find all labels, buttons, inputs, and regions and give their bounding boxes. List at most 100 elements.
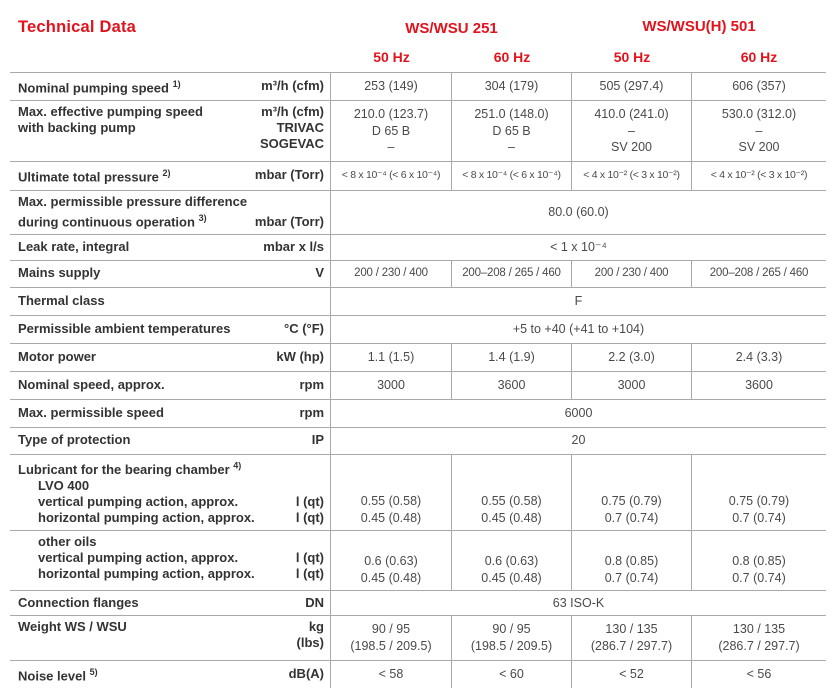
row-label: Type of protection: [18, 432, 131, 448]
cell-value-span: 20: [330, 427, 826, 454]
cell-value: 505 (297.4): [571, 73, 691, 101]
cell-value: < 8 x 10⁻⁴ (< 6 x 10⁻⁴): [451, 162, 571, 190]
cell-value: < 4 x 10⁻² (< 3 x 10⁻²): [691, 162, 826, 190]
cell-value: < 58: [330, 661, 451, 688]
cell-value: 130 / 135 (286.7 / 297.7): [571, 616, 691, 661]
table-row-nominal-speed: Nominal speed, approx. rpm 3000 3600 300…: [10, 370, 826, 399]
table-row-max-pressure-difference: Max. permissible pressure difference dur…: [10, 189, 826, 234]
cell-value-span: < 1 x 10⁻⁴: [330, 234, 826, 260]
cell-value-span: 6000: [330, 399, 826, 427]
table-row-ambient-temperatures: Permissible ambient temperatures °C (°F)…: [10, 314, 826, 343]
row-label: Noise level 5): [18, 667, 98, 684]
cell-value: 304 (179): [451, 73, 571, 101]
cell-value: 3000: [571, 371, 691, 399]
cell-value: 130 / 135 (286.7 / 297.7): [691, 616, 826, 661]
row-subline: horizontal pumping action, approx.: [38, 510, 255, 526]
table-row-motor-power: Motor power kW (hp) 1.1 (1.5) 1.4 (1.9) …: [10, 342, 826, 371]
cell-value: 0.8 (0.85) 0.7 (0.74): [691, 531, 826, 591]
cell-value: < 4 x 10⁻² (< 3 x 10⁻²): [571, 162, 691, 190]
cell-value: 0.75 (0.79) 0.7 (0.74): [691, 454, 826, 531]
cell-value: 2.4 (3.3): [691, 343, 826, 371]
row-unit: rpm: [299, 404, 324, 420]
cell-value-span: +5 to +40 (+41 to +104): [330, 315, 826, 343]
row-subline: horizontal pumping action, approx.: [38, 566, 255, 582]
row-unit: rpm: [299, 376, 324, 392]
row-unit: kg (lbs): [296, 619, 324, 651]
cell-value: 606 (357): [691, 73, 826, 101]
subheader-60hz-1: 60 Hz: [493, 49, 531, 65]
cell-value: 1.1 (1.5): [330, 343, 451, 371]
table-row-lubricant-lvo-400: Lubricant for the bearing chamber 4) LVO…: [10, 453, 826, 531]
column-group-ws-wsu-251: WS/WSU 251: [405, 20, 498, 37]
cell-value: 1.4 (1.9): [451, 343, 571, 371]
row-unit: l (qt): [295, 494, 324, 510]
row-sublabel: other oils: [38, 534, 97, 550]
subheader-50hz-2: 50 Hz: [613, 49, 651, 65]
table-row-connection-flanges: Connection flanges DN 63 ISO-K: [10, 590, 826, 616]
cell-value: < 8 x 10⁻⁴ (< 6 x 10⁻⁴): [330, 162, 451, 190]
table-row-leak-rate: Leak rate, integral mbar x l/s < 1 x 10⁻…: [10, 233, 826, 260]
row-sublabel: LVO 400: [38, 478, 90, 494]
cell-value-span: F: [330, 287, 826, 315]
cell-value: 200 / 230 / 400: [571, 260, 691, 287]
cell-value: 3600: [451, 371, 571, 399]
table-row-thermal-class: Thermal class F: [10, 286, 826, 315]
cell-value: 253 (149): [330, 73, 451, 101]
cell-value: 210.0 (123.7) D 65 B –: [330, 101, 451, 162]
row-subline: vertical pumping action, approx.: [38, 550, 239, 566]
table-row-type-of-protection: Type of protection IP 20: [10, 426, 826, 454]
row-label: Nominal speed, approx.: [18, 376, 165, 392]
row-label: Max. permissible pressure difference dur…: [18, 193, 248, 229]
cell-value: 0.6 (0.63) 0.45 (0.48): [330, 531, 451, 591]
row-label: Ultimate total pressure 2): [18, 168, 171, 185]
row-unit: mbar (Torr): [254, 213, 324, 229]
row-unit: m³/h (cfm): [261, 78, 324, 94]
table-row-max-permissible-speed: Max. permissible speed rpm 6000: [10, 398, 826, 427]
subheader-50hz-1: 50 Hz: [373, 49, 410, 65]
row-label: Mains supply: [18, 265, 101, 281]
row-unit: V: [315, 265, 324, 281]
row-unit: l (qt): [295, 510, 324, 526]
table-row-nominal-pumping-speed: Nominal pumping speed 1) m³/h (cfm) 253 …: [10, 72, 826, 101]
cell-value: < 60: [451, 661, 571, 688]
cell-value-span: 63 ISO-K: [330, 591, 826, 616]
row-label: Max. effective pumping speed with backin…: [18, 104, 203, 136]
row-label: Weight WS / WSU: [18, 619, 127, 635]
row-label: Thermal class: [18, 292, 105, 308]
row-unit: DN: [305, 594, 324, 610]
row-unit: l (qt): [295, 550, 324, 566]
table-row-mains-supply: Mains supply V 200 / 230 / 400 200–208 /…: [10, 259, 826, 287]
cell-value-span: 80.0 (60.0): [330, 190, 826, 234]
cell-value: 0.55 (0.58) 0.45 (0.48): [330, 454, 451, 531]
row-unit: l (qt): [295, 566, 324, 582]
subheader-60hz-2: 60 Hz: [740, 49, 778, 65]
row-unit: mbar x l/s: [263, 238, 324, 254]
table-row-noise-level: Noise level 5) dB(A) < 58 < 60 < 52 < 56: [10, 660, 826, 688]
row-unit: dB(A): [288, 666, 324, 682]
cell-value: 200–208 / 265 / 460: [691, 260, 826, 287]
row-label: Motor power: [18, 348, 96, 364]
cell-value: 3000: [330, 371, 451, 399]
cell-value: 200–208 / 265 / 460: [451, 260, 571, 287]
cell-value: 251.0 (148.0) D 65 B –: [451, 101, 571, 162]
row-unit: °C (°F): [284, 320, 324, 336]
cell-value: < 52: [571, 661, 691, 688]
cell-value: 0.55 (0.58) 0.45 (0.48): [451, 454, 571, 531]
cell-value: 410.0 (241.0) – SV 200: [571, 101, 691, 162]
row-unit: m³/h (cfm) TRIVAC SOGEVAC: [259, 104, 324, 152]
row-label: Connection flanges: [18, 594, 139, 610]
row-label: Permissible ambient temperatures: [18, 320, 231, 336]
table-row-lubricant-other-oils: other oils vertical pumping action, appr…: [10, 530, 826, 591]
table-row-weight: Weight WS / WSU kg (lbs) 90 / 95 (198.5 /…: [10, 615, 826, 661]
row-label: Leak rate, integral: [18, 238, 130, 254]
row-unit: mbar (Torr): [254, 167, 324, 183]
row-unit: IP: [311, 432, 324, 448]
cell-value: 200 / 230 / 400: [330, 260, 451, 287]
page-title: Technical Data: [18, 18, 137, 36]
row-label: Nominal pumping speed 1): [18, 79, 181, 96]
row-unit: kW (hp): [276, 348, 324, 364]
column-group-ws-wsu-h-501: WS/WSU(H) 501: [642, 18, 756, 35]
cell-value: 3600: [691, 371, 826, 399]
cell-value: 2.2 (3.0): [571, 343, 691, 371]
